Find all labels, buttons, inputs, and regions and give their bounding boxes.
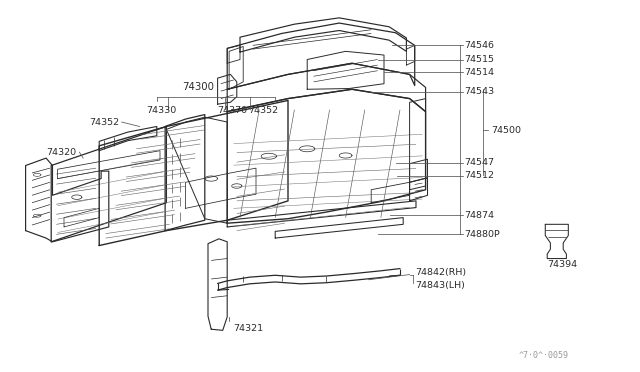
Text: ^7·0^·0059: ^7·0^·0059 bbox=[518, 351, 568, 360]
Text: 74880P: 74880P bbox=[465, 230, 500, 239]
Text: 74321: 74321 bbox=[233, 324, 263, 333]
Text: 74512: 74512 bbox=[465, 171, 495, 180]
Text: 74546: 74546 bbox=[465, 41, 495, 50]
Text: 74874: 74874 bbox=[465, 211, 495, 219]
Text: 74547: 74547 bbox=[465, 158, 495, 167]
Text: 74352: 74352 bbox=[90, 118, 120, 126]
Text: 74394: 74394 bbox=[547, 260, 577, 269]
Text: 74543: 74543 bbox=[465, 87, 495, 96]
Text: 74300: 74300 bbox=[182, 82, 214, 92]
Text: 74842(RH): 74842(RH) bbox=[415, 268, 466, 277]
Text: 74370: 74370 bbox=[218, 106, 248, 115]
Text: 74500: 74500 bbox=[491, 126, 521, 135]
Text: 74515: 74515 bbox=[465, 55, 495, 64]
Text: 74843(LH): 74843(LH) bbox=[415, 281, 465, 290]
Text: 74514: 74514 bbox=[465, 68, 495, 77]
Text: 74352: 74352 bbox=[248, 106, 278, 115]
Text: 74320: 74320 bbox=[46, 148, 76, 157]
Text: 74330: 74330 bbox=[146, 106, 176, 115]
